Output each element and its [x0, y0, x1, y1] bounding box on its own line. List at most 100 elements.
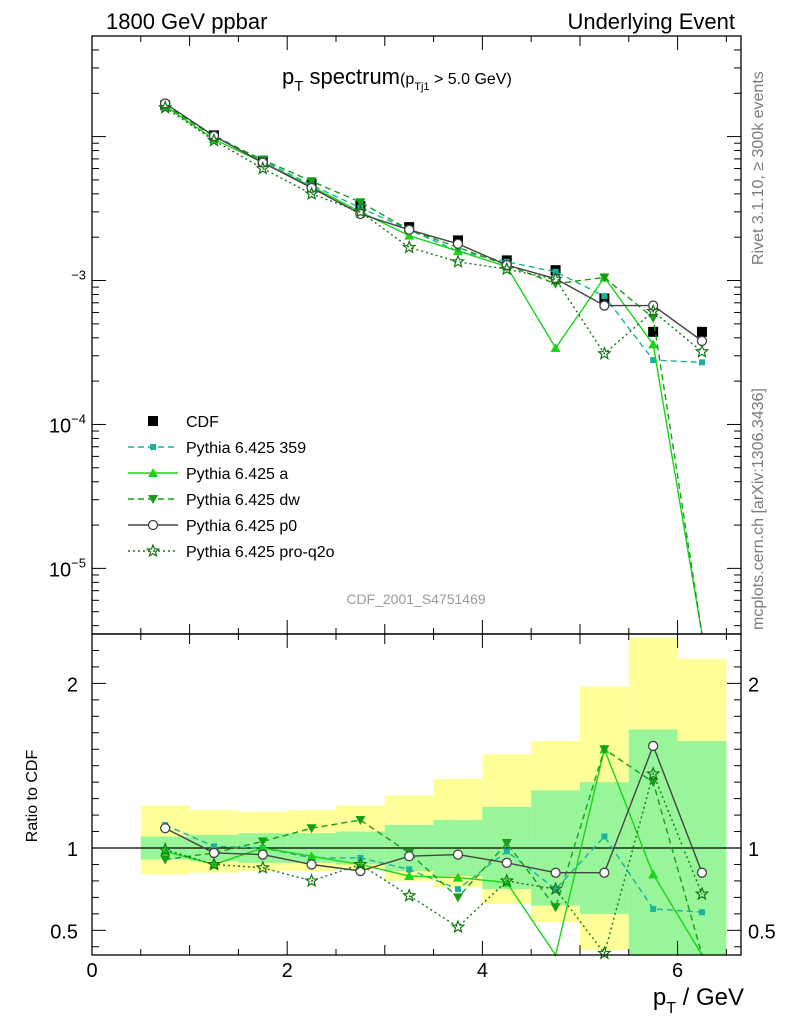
ratio-data-point	[257, 837, 268, 847]
ratio-data-point	[552, 886, 559, 893]
ratio-xtick-label: 0	[86, 960, 97, 982]
main-data-point	[648, 326, 659, 337]
main-series-line	[164, 102, 703, 342]
main-series-pythia-6.425-pro-q2o	[157, 99, 710, 360]
main-data-point	[255, 160, 271, 175]
main-data-point	[599, 273, 610, 283]
main-data-point	[499, 261, 515, 276]
legend-entry: Pythia 6.425 dw	[128, 492, 300, 509]
legend-label: Pythia 6.425 359	[186, 440, 306, 457]
ratio-data-point	[452, 872, 463, 882]
main-ytick-label: −3	[71, 268, 86, 283]
main-data-point	[694, 344, 710, 358]
side-text-bottom: mcplots.cern.ch [arXiv:1306.3436]	[750, 388, 767, 630]
legend-label: CDF	[186, 414, 219, 431]
ratio-series-pythia-6.425-pro-q2o	[157, 766, 710, 960]
ratio-data-point	[599, 867, 610, 878]
main-data-point	[550, 342, 561, 352]
ratio-axis-ticks: 0.5 0.5 1 1 2 2 0 2 4 6	[50, 634, 776, 982]
ratio-series-line	[165, 746, 703, 957]
ratio-data-point	[355, 816, 366, 826]
ratio-data-point	[501, 839, 512, 849]
legend-label: Pythia 6.425 pro-q2o	[186, 544, 335, 561]
legend-marker	[148, 495, 158, 504]
ratio-data-point	[255, 860, 271, 874]
ratio-xtick-label: 6	[672, 960, 683, 982]
legend-marker	[148, 416, 158, 426]
ratio-data-point	[160, 823, 171, 834]
ratio-data-point	[206, 856, 222, 871]
ratio-data-point	[210, 843, 217, 850]
x-axis-label: pT / GeV	[653, 984, 744, 1017]
ratio-data-point	[597, 945, 612, 960]
ratio-data-point	[306, 859, 317, 870]
ratio-ytick-label: 1	[67, 839, 78, 861]
ratio-data-point	[404, 870, 415, 880]
ratio-data-point	[404, 851, 415, 862]
main-series-pythia-6.425-p0	[160, 98, 708, 347]
ratio-ytick-label-right: 2	[748, 674, 759, 696]
main-data-point	[645, 303, 661, 318]
ratio-data-point	[696, 867, 708, 878]
ratio-data-point	[208, 847, 220, 859]
main-data-point	[306, 177, 317, 187]
main-series-pythia-6.425-359	[162, 101, 705, 366]
main-data-point	[450, 254, 466, 268]
main-panel: pT spectrum(pTj1 > 5.0 GeV) CDF_2001_S47…	[49, 35, 742, 635]
ratio-ytick-label-right: 0.5	[748, 921, 776, 943]
ratio-data-point	[257, 849, 268, 860]
ratio-data-point	[645, 766, 661, 781]
ratio-data-point	[306, 851, 317, 861]
ratio-data-point	[160, 846, 171, 856]
ratio-xtick-label: 4	[477, 960, 488, 982]
main-data-point	[353, 204, 368, 219]
ratio-ylabel: Ratio to CDF	[24, 750, 41, 843]
main-data-point	[206, 132, 222, 147]
main-series-line	[164, 104, 703, 635]
ratio-data-point	[698, 909, 705, 916]
ratio-series-line	[164, 771, 703, 955]
ratio-data-point	[648, 869, 659, 879]
watermark: CDF_2001_S4751469	[346, 591, 486, 607]
ratio-ytick-label: 2	[67, 674, 78, 696]
ratio-data-point	[454, 886, 461, 893]
main-data-point	[597, 346, 612, 360]
main-series-line	[164, 104, 703, 364]
ratio-series-pythia-6.425-a	[160, 744, 703, 957]
legend-entry: Pythia 6.425 p0	[128, 518, 297, 535]
main-data-point	[355, 198, 366, 208]
ratio-data-point	[650, 905, 657, 912]
legend-entry: Pythia 6.425 pro-q2o	[128, 543, 335, 561]
ratio-data-point	[501, 877, 512, 887]
main-data-point	[404, 224, 415, 235]
ratio-data-point	[160, 855, 171, 865]
ratio-data-point	[503, 848, 510, 855]
main-ytick-label: 10−4	[49, 411, 86, 437]
ratio-series-group	[157, 740, 710, 960]
main-series-group	[157, 98, 710, 635]
ratio-panel: 0.5 0.5 1 1 2 2 0 2 4 6 Ratio to CDF pT / GeV	[24, 633, 776, 1017]
main-data-point	[650, 357, 657, 364]
header-right: Underlying Event	[567, 9, 735, 34]
ratio-data-point	[304, 873, 319, 888]
ratio-series-line	[164, 824, 703, 913]
side-text-top: Rivet 3.1.10, ≥ 300k events	[750, 71, 767, 265]
main-series-cdf	[160, 100, 707, 337]
legend-entry: CDF	[148, 414, 219, 431]
main-ytick-label: 10−5	[49, 555, 86, 581]
ratio-data-point	[648, 740, 659, 752]
ratio-series-line	[165, 748, 703, 956]
ratio-data-point	[406, 866, 413, 873]
legend-label: Pythia 6.425 a	[186, 466, 288, 483]
ratio-data-point	[353, 856, 368, 871]
ratio-series-line	[164, 743, 703, 874]
ratio-data-point	[548, 881, 563, 896]
legend-label: Pythia 6.425 dw	[186, 492, 300, 509]
main-data-point	[696, 326, 707, 337]
ratio-frame	[91, 633, 742, 956]
ratio-data-point	[452, 849, 464, 860]
main-data-point	[404, 230, 415, 240]
ratio-data-point	[550, 867, 561, 878]
ratio-data-point	[694, 886, 710, 901]
ratio-data-point	[550, 903, 561, 913]
